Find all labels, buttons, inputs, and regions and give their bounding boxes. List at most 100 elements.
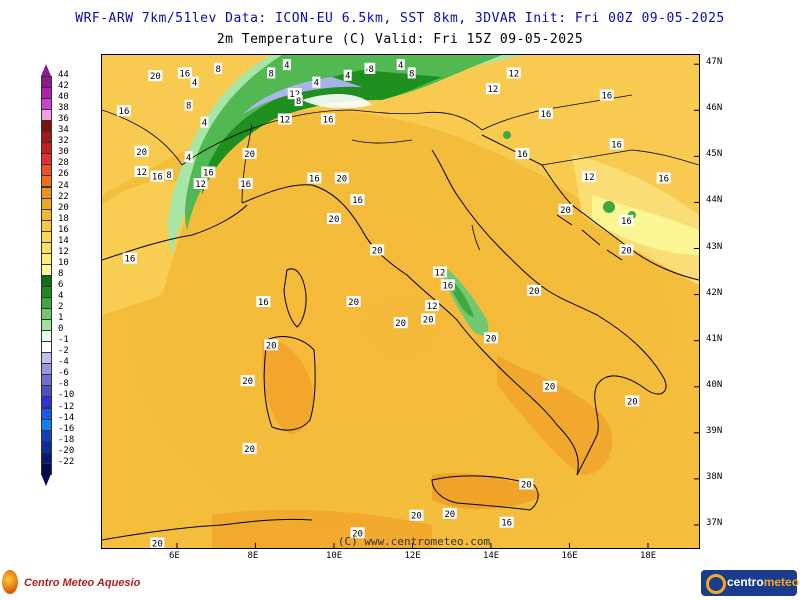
svg-text:4: 4 xyxy=(186,153,191,163)
isoline-label: 12 xyxy=(506,67,521,79)
svg-text:4: 4 xyxy=(202,119,207,129)
colorbar-label: 38 xyxy=(58,103,69,114)
centrometeo-ring-icon xyxy=(706,574,726,594)
svg-text:4: 4 xyxy=(284,61,289,71)
svg-text:16: 16 xyxy=(541,110,552,120)
colorbar-label: 10 xyxy=(58,257,69,268)
svg-text:12: 12 xyxy=(195,180,206,190)
longitude-label: 18E xyxy=(639,551,657,561)
isoline-label: 8 xyxy=(184,99,193,112)
isoline-label: 20 xyxy=(334,172,349,184)
svg-text:16: 16 xyxy=(501,519,512,529)
svg-text:4: 4 xyxy=(345,72,350,82)
svg-text:20: 20 xyxy=(560,206,571,216)
colorbar-label: 16 xyxy=(58,224,69,235)
colorbar-top-arrow xyxy=(41,64,51,76)
isoline-label: 12 xyxy=(134,166,149,178)
colorbar-label: -4 xyxy=(58,357,69,368)
isoline-label: 16 xyxy=(609,138,624,150)
svg-text:8: 8 xyxy=(369,65,374,75)
svg-text:12: 12 xyxy=(435,268,446,278)
colorbar-label: -2 xyxy=(58,346,69,357)
svg-text:20: 20 xyxy=(423,315,434,325)
isoline-label: 8 xyxy=(165,168,174,181)
colorbar-label: -1 xyxy=(58,335,69,346)
isoline-labels: 2016488441284484812121616841612162016121… xyxy=(116,59,671,549)
colorbar-label: -18 xyxy=(58,434,75,445)
svg-text:16: 16 xyxy=(203,168,214,178)
svg-text:16: 16 xyxy=(352,196,363,206)
svg-text:20: 20 xyxy=(152,539,163,548)
temperature-map: 2016488441284484812121616841612162016121… xyxy=(101,54,700,549)
centrometeo-logo: centrometeo xyxy=(701,570,799,596)
svg-text:16: 16 xyxy=(309,174,320,184)
svg-text:20: 20 xyxy=(244,150,255,160)
colorbar-label: 26 xyxy=(58,169,69,180)
isoline-label: 20 xyxy=(150,537,165,549)
svg-text:12: 12 xyxy=(584,173,595,183)
isoline-label: 8 xyxy=(294,95,303,107)
isoline-label: 20 xyxy=(370,244,385,256)
svg-text:16: 16 xyxy=(601,92,612,102)
map-ticks xyxy=(176,63,699,548)
colorbar-label: 40 xyxy=(58,92,69,103)
isoline-label: 16 xyxy=(619,214,634,227)
latitude-label: 46N xyxy=(706,103,723,114)
latitude-label: 41N xyxy=(706,333,723,344)
latitude-label: 38N xyxy=(706,471,723,482)
colorbar-label: -14 xyxy=(58,412,75,423)
isoline-label: 8 xyxy=(214,62,223,75)
isoline-label: 8 xyxy=(367,62,376,75)
svg-text:20: 20 xyxy=(411,512,422,522)
colorbar-label: 24 xyxy=(58,180,69,191)
isoline-label: 16 xyxy=(150,170,165,183)
latitude-label: 43N xyxy=(706,241,723,252)
svg-text:12: 12 xyxy=(427,302,438,312)
colorbar-label: -10 xyxy=(58,390,75,401)
longitude-label: 12E xyxy=(404,551,421,561)
svg-text:16: 16 xyxy=(658,174,669,184)
isoline-label: 20 xyxy=(264,339,279,351)
colorbar-label: -6 xyxy=(58,368,69,379)
isoline-label: 20 xyxy=(619,244,634,256)
colorbar-label: 42 xyxy=(58,81,69,92)
latitude-label: 42N xyxy=(706,287,723,298)
svg-text:12: 12 xyxy=(279,116,290,126)
svg-text:12: 12 xyxy=(488,85,499,95)
isoline-label: 16 xyxy=(656,172,671,184)
colorbar-label: 36 xyxy=(58,114,69,125)
svg-text:20: 20 xyxy=(242,377,253,387)
longitude-label: 10E xyxy=(325,551,343,561)
colorbar-label: 20 xyxy=(58,202,69,213)
centro-meteo-aquesio-logo: Centro Meteo Aquesio xyxy=(2,568,182,598)
isoline-label: 20 xyxy=(346,295,361,308)
colorbar-label: 18 xyxy=(58,213,69,224)
isoline-label: 4 xyxy=(190,76,199,89)
svg-text:20: 20 xyxy=(621,246,632,256)
isoline-label: 16 xyxy=(256,295,271,308)
latitude-label: 44N xyxy=(706,195,723,206)
colorbar-label: -16 xyxy=(58,423,75,434)
svg-text:16: 16 xyxy=(179,69,190,79)
isoline-label: 16 xyxy=(350,194,365,206)
svg-text:20: 20 xyxy=(395,319,406,329)
isoline-label: 16 xyxy=(201,166,216,178)
isoline-label: 20 xyxy=(527,284,542,297)
isoline-label: 20 xyxy=(242,148,257,160)
isoline-label: 20 xyxy=(519,478,534,490)
isoline-label: 20 xyxy=(393,317,408,329)
svg-text:20: 20 xyxy=(136,148,147,158)
colorbar-label: 34 xyxy=(58,125,69,136)
isoline-label: 12 xyxy=(582,171,597,183)
svg-text:20: 20 xyxy=(544,383,555,393)
isoline-label: 20 xyxy=(483,332,498,344)
svg-text:20: 20 xyxy=(336,174,347,184)
isoline-label: 16 xyxy=(116,105,131,117)
isoline-label: 4 xyxy=(396,59,405,71)
longitude-label: 8E xyxy=(247,551,259,561)
isoline-label: 16 xyxy=(177,67,192,79)
isoline-label: 4 xyxy=(184,151,193,163)
svg-text:4: 4 xyxy=(398,61,403,71)
colorbar-label: 6 xyxy=(58,279,64,290)
isoline-label: 12 xyxy=(432,266,447,278)
